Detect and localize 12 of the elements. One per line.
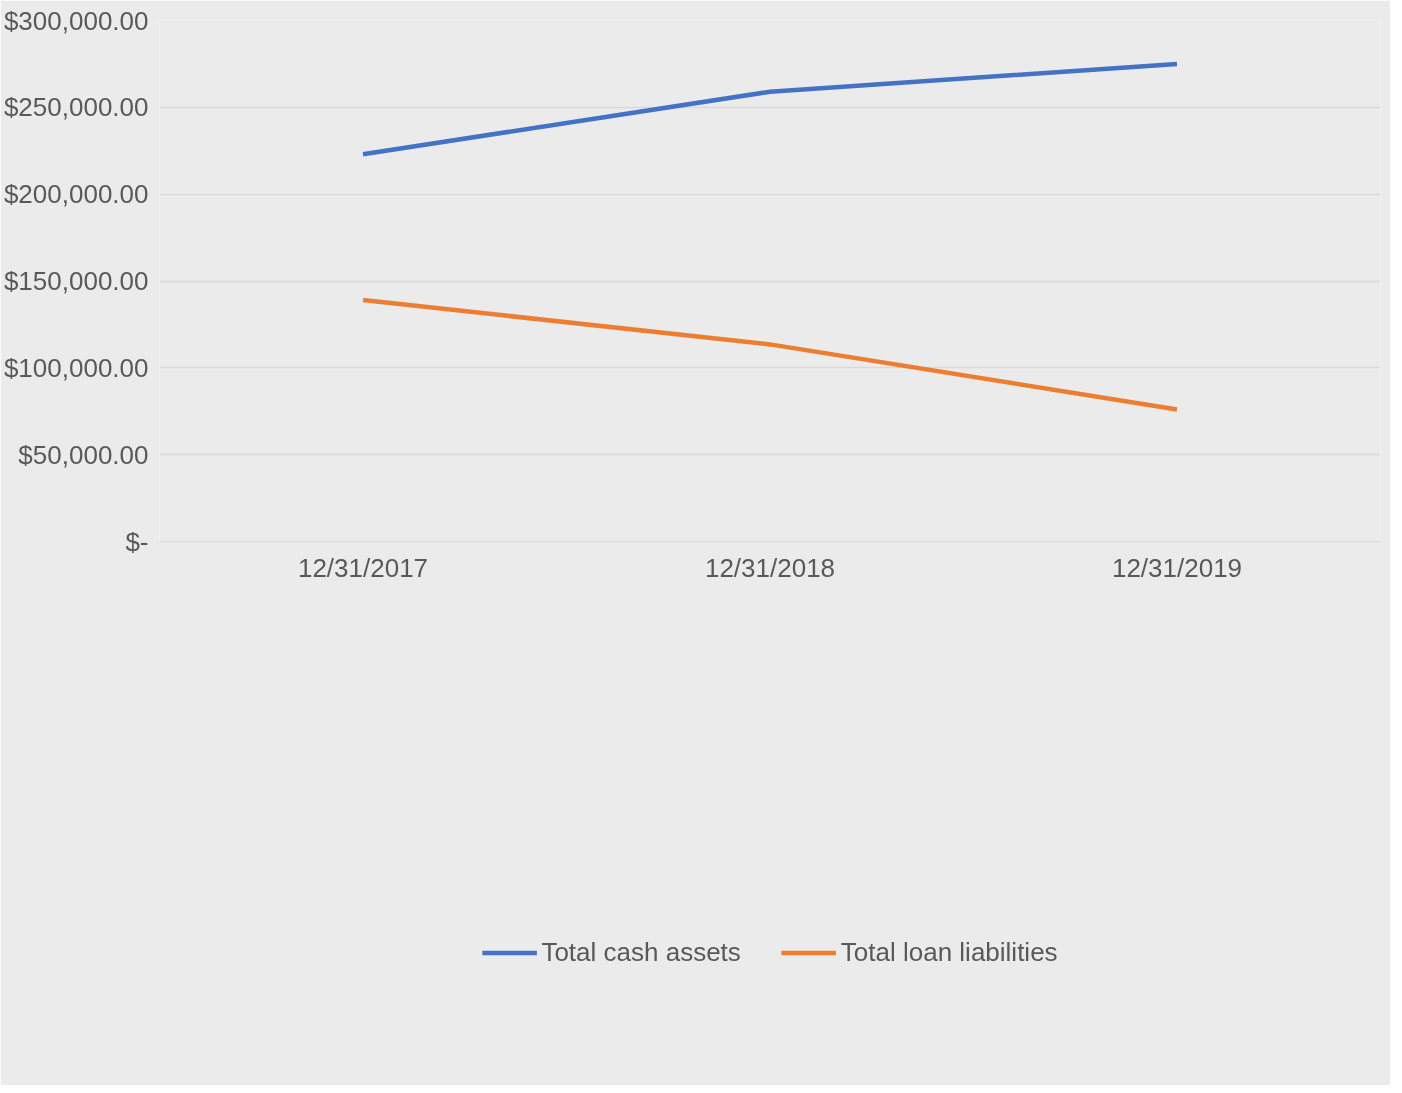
y-tick-label: $- bbox=[125, 526, 149, 557]
x-tick-label: 12/31/2017 bbox=[297, 552, 429, 583]
legend-label: Total loan liabilities bbox=[840, 936, 1058, 968]
y-tick-label: $100,000.00 bbox=[3, 352, 149, 383]
x-tick-label: 12/31/2018 bbox=[704, 552, 836, 583]
legend-label: Total cash assets bbox=[541, 936, 741, 968]
x-tick-label: 12/31/2019 bbox=[1111, 552, 1243, 583]
y-tick-label: $250,000.00 bbox=[3, 92, 149, 123]
y-tick-label: $50,000.00 bbox=[18, 439, 149, 470]
y-tick-label: $300,000.00 bbox=[3, 5, 149, 36]
y-tick-label: $150,000.00 bbox=[3, 266, 149, 296]
y-tick-label: $200,000.00 bbox=[3, 179, 149, 210]
